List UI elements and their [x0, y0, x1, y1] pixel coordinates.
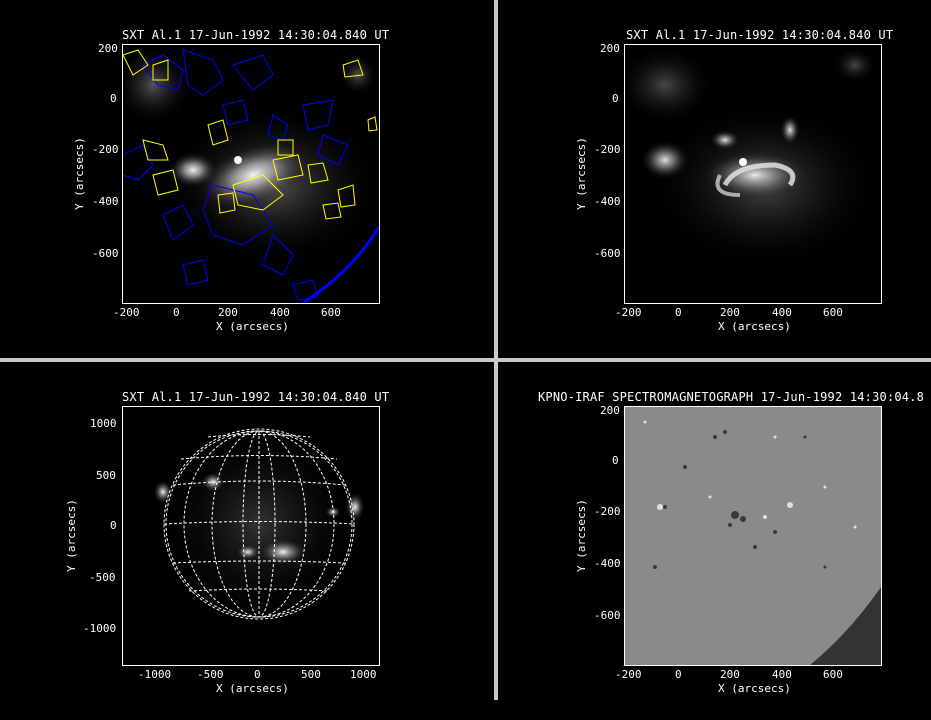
x-tick: -200 — [113, 306, 140, 319]
y-tick: -1000 — [83, 622, 117, 635]
panel-top-left: SXT Al.1 17-Jun-1992 14:30:04.840 UT — [0, 0, 466, 358]
x-tick: 200 — [720, 668, 740, 681]
y-tick: 0 — [612, 454, 619, 467]
panel-title: KPNO-IRAF SPECTROMAGNETOGRAPH 17-Jun-199… — [538, 390, 925, 404]
full-disk-sxt-image — [122, 406, 380, 666]
x-tick: 600 — [321, 306, 341, 319]
panel-title: SXT Al.1 17-Jun-1992 14:30:04.840 UT — [626, 28, 894, 42]
x-tick: 600 — [823, 668, 843, 681]
y-tick: -600 — [92, 247, 119, 260]
sxt-image — [624, 44, 882, 304]
y-tick: -500 — [89, 571, 116, 584]
y-axis-label: Y (arcsecs) — [65, 499, 78, 572]
x-axis-label: X (arcsecs) — [216, 682, 289, 695]
y-axis-label: Y (arcsecs) — [575, 499, 588, 572]
sxt-image-with-contours — [122, 44, 380, 304]
x-tick: 0 — [173, 306, 180, 319]
y-tick: -600 — [594, 247, 621, 260]
x-tick: -500 — [197, 668, 224, 681]
y-tick: -600 — [594, 609, 621, 622]
x-tick: 0 — [675, 306, 682, 319]
x-tick: -200 — [615, 668, 642, 681]
panel-title: SXT Al.1 17-Jun-1992 14:30:04.840 UT — [122, 28, 390, 42]
x-tick: 200 — [218, 306, 238, 319]
y-tick: -400 — [92, 195, 119, 208]
x-tick: 400 — [772, 668, 792, 681]
panel-bottom-left: SXT Al.1 17-Jun-1992 14:30:04.840 UT — [0, 362, 466, 720]
panel-title: SXT Al.1 17-Jun-1992 14:30:04.840 UT — [122, 390, 390, 404]
x-tick: 400 — [270, 306, 290, 319]
x-tick: 200 — [720, 306, 740, 319]
x-tick: 500 — [301, 668, 321, 681]
magnetogram-image — [624, 406, 882, 666]
x-tick: 1000 — [350, 668, 377, 681]
horizontal-divider — [0, 358, 931, 362]
y-tick: -400 — [594, 557, 621, 570]
x-axis-label: X (arcsecs) — [718, 320, 791, 333]
y-tick: 200 — [600, 404, 620, 417]
x-tick: -1000 — [138, 668, 172, 681]
y-tick: -200 — [594, 143, 621, 156]
y-axis-label: Y (arcsecs) — [73, 137, 86, 210]
x-tick: 400 — [772, 306, 792, 319]
y-tick: -400 — [594, 195, 621, 208]
x-axis-label: X (arcsecs) — [718, 682, 791, 695]
panel-top-right: SXT Al.1 17-Jun-1992 14:30:04.840 UT — [498, 0, 931, 358]
y-tick: 200 — [600, 42, 620, 55]
y-tick: 500 — [96, 469, 116, 482]
y-tick: 0 — [110, 519, 117, 532]
y-tick: 1000 — [90, 417, 117, 430]
x-tick: 600 — [823, 306, 843, 319]
y-tick: 200 — [98, 42, 118, 55]
y-tick: -200 — [92, 143, 119, 156]
x-tick: -200 — [615, 306, 642, 319]
x-tick: 0 — [675, 668, 682, 681]
panel-bottom-right: KPNO-IRAF SPECTROMAGNETOGRAPH 17-Jun-199… — [498, 362, 931, 720]
x-tick: 0 — [254, 668, 261, 681]
y-axis-label: Y (arcsecs) — [575, 137, 588, 210]
x-axis-label: X (arcsecs) — [216, 320, 289, 333]
y-tick: 0 — [110, 92, 117, 105]
vertical-divider — [494, 0, 498, 700]
y-tick: 0 — [612, 92, 619, 105]
y-tick: -200 — [594, 505, 621, 518]
